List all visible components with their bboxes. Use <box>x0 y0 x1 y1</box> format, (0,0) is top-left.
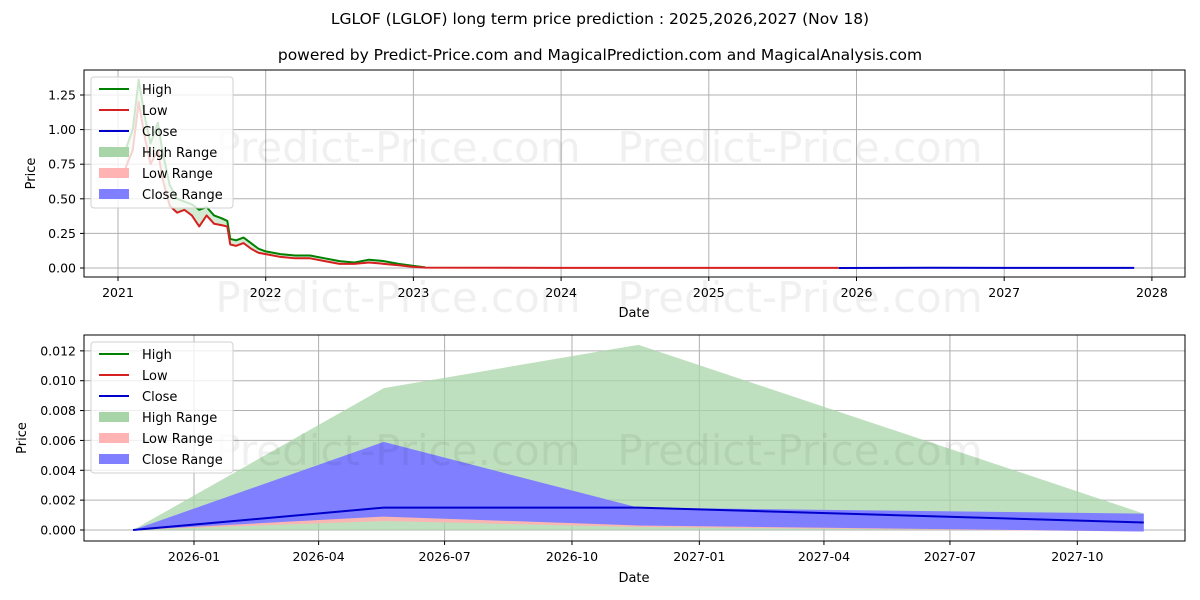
legend-label: Low Range <box>142 432 213 447</box>
x-tick-label: 2026-04 <box>292 549 344 564</box>
legend-label: Low <box>142 104 168 119</box>
x-tick-label: 2027-04 <box>798 549 850 564</box>
y-tick-label: 0.002 <box>40 493 76 508</box>
y-axis-label: Price <box>15 422 30 454</box>
legend-label: High <box>142 348 172 363</box>
legend-swatch-high-range <box>99 412 129 422</box>
x-tick-label: 2024 <box>545 285 577 300</box>
y-tick-label: 0.012 <box>40 343 76 358</box>
legend: High Low Close High Range Low Range Close Ran… <box>90 341 234 474</box>
watermark: Predict-Price.com <box>215 273 580 322</box>
legend-label: Close Range <box>142 453 223 468</box>
legend-label: High Range <box>142 146 217 161</box>
y-tick-label: 0.75 <box>48 157 76 172</box>
x-axis-label: Date <box>618 306 649 321</box>
x-tick-label: 2026-10 <box>546 549 598 564</box>
y-tick-label: 0.50 <box>48 191 76 206</box>
x-tick-label: 2028 <box>1136 285 1168 300</box>
chart-title: LGLOF (LGLOF) long term price prediction… <box>330 10 870 28</box>
x-tick-label: 2023 <box>397 285 429 300</box>
watermark: Predict-Price.com <box>215 123 580 172</box>
x-tick-label: 2022 <box>250 285 282 300</box>
x-tick-label: 2025 <box>693 285 725 300</box>
y-axis-label: Price <box>24 158 39 190</box>
y-tick-label: 0.25 <box>48 226 76 241</box>
watermark: Predict-Price.com <box>617 426 982 475</box>
close-line <box>132 506 1144 531</box>
y-tick-label: 0.010 <box>40 373 76 388</box>
legend-label: Close Range <box>142 188 223 203</box>
legend-label: Close <box>142 390 177 405</box>
x-tick-label: 2026-01 <box>168 549 220 564</box>
close-range-area <box>133 441 1144 532</box>
legend-swatch-close-range <box>99 454 129 464</box>
legend-swatch-low-range <box>99 433 129 443</box>
legend-label: High <box>142 83 172 98</box>
chart-subtitle: powered by Predict-Price.com and Magical… <box>277 46 923 64</box>
x-tick-label: 2026 <box>841 285 873 300</box>
x-tick-label: 2027-07 <box>924 549 976 564</box>
y-tick-label: 0.006 <box>40 433 76 448</box>
x-tick-label: 2027 <box>988 285 1020 300</box>
y-tick-label: 1.00 <box>48 122 76 137</box>
legend-label: Low <box>142 369 168 384</box>
x-axis-label: Date <box>618 571 649 586</box>
legend-label: High Range <box>142 411 217 426</box>
y-tick-label: 0.008 <box>40 403 76 418</box>
legend-label: Close <box>142 125 177 140</box>
x-tick-label: 2027-01 <box>673 549 725 564</box>
legend-swatch-close-range <box>99 189 129 199</box>
y-tick-label: 0.000 <box>40 523 76 538</box>
plot-frame <box>83 69 1186 278</box>
y-tick-label: 0.00 <box>48 261 76 276</box>
top-chart: 2021 2022 2023 2024 2025 2026 2027 2028 0.00 0.25… <box>24 69 1186 322</box>
x-tick-label: 2027-10 <box>1051 549 1103 564</box>
legend-swatch-low-range <box>99 168 129 178</box>
y-tick-label: 1.25 <box>48 88 76 103</box>
watermark: Predict-Price.com <box>617 273 982 322</box>
y-tick-label: 0.004 <box>40 463 76 478</box>
legend-label: Low Range <box>142 167 213 182</box>
x-tick-label: 2021 <box>102 285 134 300</box>
legend: High Low Close High Range Low Range Close Ran… <box>90 76 234 209</box>
watermark: Predict-Price.com <box>617 123 982 172</box>
plot-frame <box>83 334 1186 542</box>
watermark: Predict-Price.com <box>215 426 580 475</box>
legend-swatch-high-range <box>99 147 129 157</box>
x-tick-label: 2026-07 <box>418 549 470 564</box>
high-range-area <box>125 79 426 268</box>
bottom-chart: 2026-01 2026-04 2026-07 2026-10 2027-01 2027-… <box>15 334 1186 586</box>
